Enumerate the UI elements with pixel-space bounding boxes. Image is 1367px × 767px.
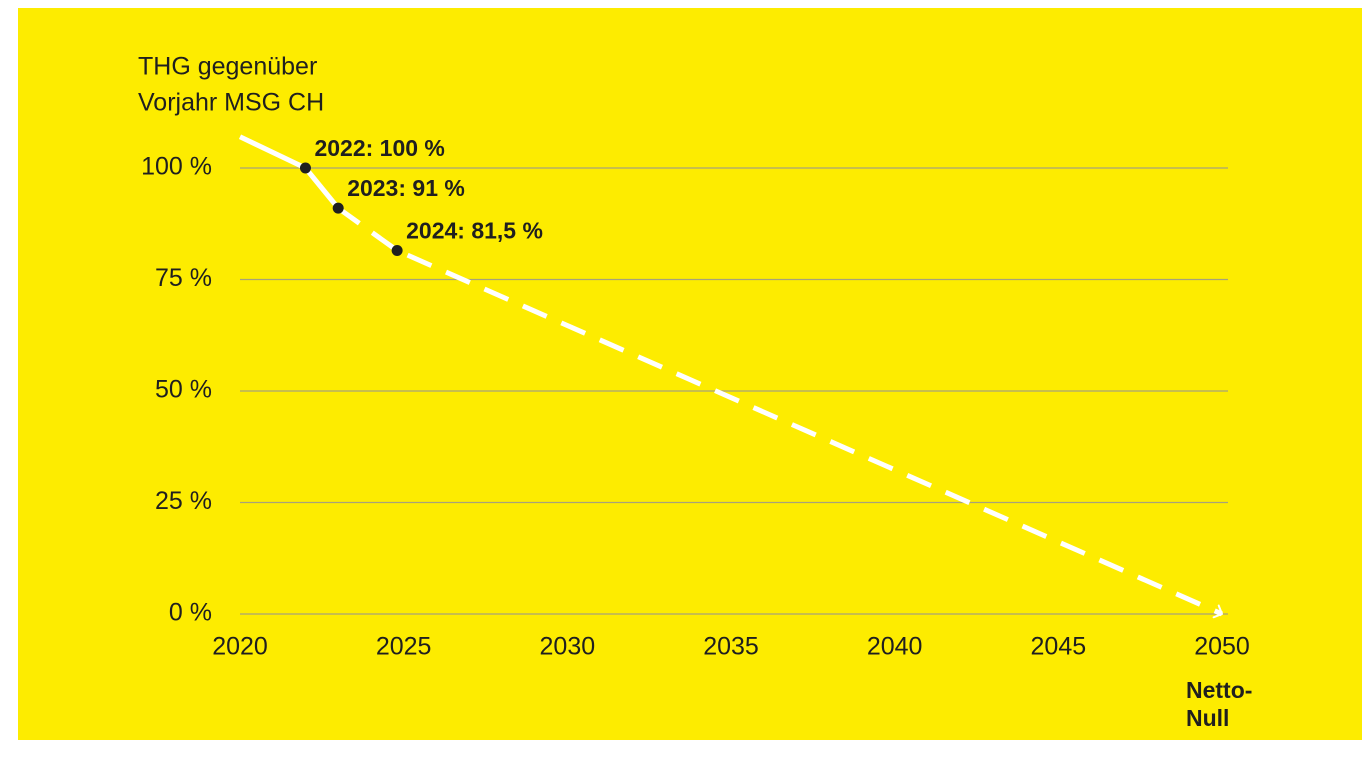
data-label: 2024: 81,5 % bbox=[406, 218, 543, 244]
data-label: 2023: 91 % bbox=[347, 175, 465, 201]
x-tick-label: 2030 bbox=[540, 633, 596, 661]
end-label: Netto- bbox=[1186, 677, 1252, 703]
data-label: 2022: 100 % bbox=[314, 135, 444, 161]
y-tick-label: 0 % bbox=[169, 599, 212, 627]
y-axis-label: Vorjahr MSG CH bbox=[138, 89, 324, 117]
x-tick-label: 2040 bbox=[867, 633, 923, 661]
data-point bbox=[299, 162, 311, 174]
end-label: Null bbox=[1186, 705, 1229, 731]
data-point bbox=[391, 245, 403, 257]
data-point bbox=[332, 202, 344, 214]
x-tick-label: 2035 bbox=[703, 633, 759, 661]
background bbox=[18, 8, 1362, 740]
y-tick-label: 50 % bbox=[155, 376, 212, 404]
y-tick-label: 75 % bbox=[155, 264, 212, 292]
x-tick-label: 2020 bbox=[212, 633, 268, 661]
y-tick-label: 100 % bbox=[141, 153, 212, 181]
y-axis-label: THG gegenüber bbox=[138, 53, 317, 81]
x-tick-label: 2045 bbox=[1031, 633, 1087, 661]
trend-line bbox=[336, 206, 1224, 619]
x-tick-label: 2050 bbox=[1194, 633, 1250, 661]
y-tick-label: 25 % bbox=[155, 487, 212, 515]
x-tick-label: 2025 bbox=[376, 633, 432, 661]
